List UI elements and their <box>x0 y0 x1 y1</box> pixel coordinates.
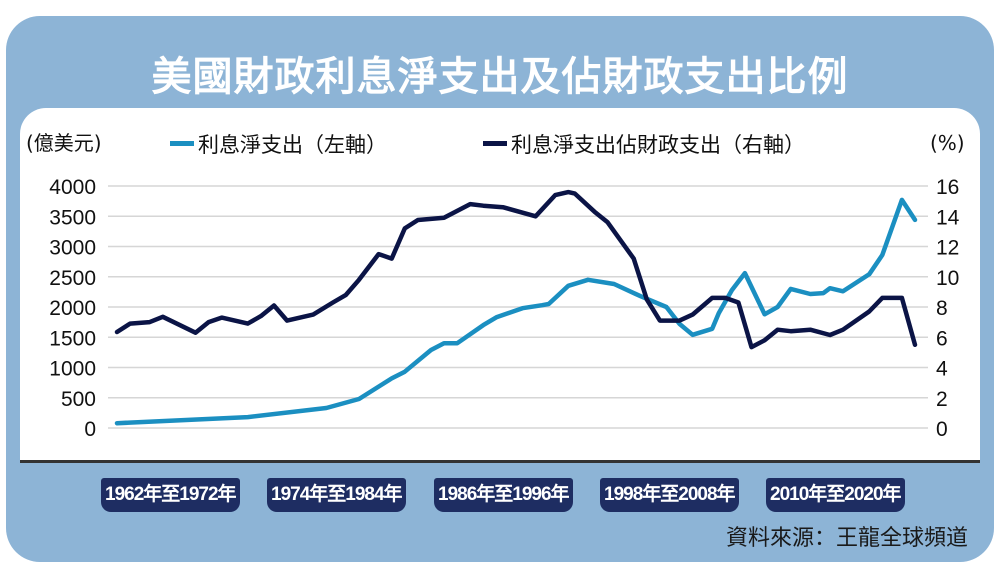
series-line-interest <box>114 197 918 426</box>
y-right-tick-label: 6 <box>936 327 948 350</box>
y-right-tick-label: 10 <box>936 267 959 290</box>
y-right-tick-label: 16 <box>936 176 959 199</box>
period-label-4: 1998年至2008年 <box>600 478 739 512</box>
plot-panel <box>20 108 980 463</box>
y-right-tick-label: 2 <box>936 388 948 411</box>
legend-label-left: 利息淨支出（左軸） <box>198 133 387 157</box>
source-note: 資料來源：王龍全球頻道 <box>725 526 968 551</box>
y-right-tick-label: 0 <box>936 418 948 441</box>
y-left-tick-label: 0 <box>84 418 96 441</box>
period-label-2: 1974年至1984年 <box>267 478 406 512</box>
legend-label-right: 利息淨支出佔財政支出（右軸） <box>511 133 805 157</box>
y-left-tick-label: 3500 <box>49 206 96 229</box>
y-left-tick-label: 2500 <box>49 267 96 290</box>
legend-swatch-left <box>170 141 194 146</box>
legend-swatch-right <box>483 141 507 146</box>
y-left-tick-label: 3000 <box>49 237 96 260</box>
y-left-tick-label: 2000 <box>49 297 96 320</box>
left-axis-unit: (億美元) <box>26 131 102 155</box>
period-label-3: 1986年至1996年 <box>434 478 573 512</box>
y-left-tick-label: 1500 <box>49 327 96 350</box>
series-line-ratio <box>114 189 918 350</box>
chart-title: 美國財政利息淨支出及佔財政支出比例 <box>151 54 849 100</box>
y-left-tick-label: 500 <box>61 388 96 411</box>
y-right-tick-label: 8 <box>936 297 948 320</box>
y-right-tick-label: 14 <box>936 206 960 229</box>
period-label-5: 2010年至2020年 <box>766 478 905 512</box>
y-right-tick-label: 12 <box>936 237 959 260</box>
period-label-1: 1962年至1972年 <box>101 478 240 512</box>
y-left-tick-label: 4000 <box>49 176 96 199</box>
legend: 利息淨支出（左軸） 利息淨支出佔財政支出（右軸） <box>170 133 805 157</box>
y-right-tick-label: 4 <box>936 358 948 381</box>
right-axis-unit: (%) <box>930 131 965 155</box>
y-left-tick-label: 1000 <box>49 358 96 381</box>
